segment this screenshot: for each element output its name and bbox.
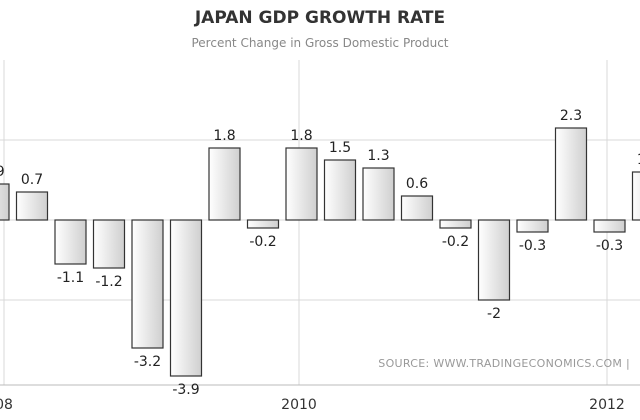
data-label: 0.6 [406, 176, 428, 192]
bar [15, 191, 49, 221]
data-label: -3.2 [134, 354, 161, 370]
bar [516, 219, 549, 233]
bar [439, 219, 472, 229]
data-label: -0.3 [519, 238, 546, 254]
x-tick-label: 2012 [589, 397, 625, 413]
bar [131, 219, 164, 349]
data-label: -3.9 [172, 382, 199, 398]
data-label: -1.2 [95, 274, 122, 290]
x-axis: 08 2010 2012 [0, 397, 625, 413]
data-label: 0.7 [21, 172, 43, 188]
bar [362, 167, 395, 221]
bar [285, 147, 318, 221]
source-label: SOURCE: WWW.TRADINGECONOMICS.COM | [378, 357, 630, 370]
chart-title: JAPAN GDP GROWTH RATE [194, 8, 446, 28]
data-label: -1.1 [57, 270, 84, 286]
data-label: 1.3 [367, 148, 389, 164]
data-label: 1.8 [213, 128, 235, 144]
data-labels: 0.9 0.7 -1.1 -1.2 -3.2 -3.9 1.8 -0.2 1.8 1.5 1.3 0.… [0, 108, 640, 398]
bar [323, 159, 357, 221]
x-tick-label: 2010 [281, 397, 317, 413]
data-label: -2 [487, 306, 501, 322]
bar [400, 195, 434, 221]
data-label: 0.9 [0, 164, 5, 180]
bar [246, 219, 280, 229]
data-label: 1.2 [637, 152, 640, 168]
bar [593, 219, 626, 233]
bar [554, 127, 588, 221]
data-label: 2.3 [560, 108, 582, 124]
bar [0, 183, 10, 221]
bar [477, 219, 511, 301]
bar [208, 147, 241, 221]
chart-subtitle: Percent Change in Gross Domestic Product [191, 36, 449, 50]
data-label: -0.3 [596, 238, 623, 254]
data-label: 1.8 [290, 128, 312, 144]
bar [169, 219, 203, 377]
bars [0, 127, 640, 377]
bar [92, 219, 126, 269]
bar [54, 219, 87, 265]
data-label: -0.2 [442, 234, 469, 250]
bar [631, 171, 640, 221]
data-label: 1.5 [329, 140, 351, 156]
x-tick-label: 08 [0, 397, 13, 413]
data-label: -0.2 [249, 234, 276, 250]
